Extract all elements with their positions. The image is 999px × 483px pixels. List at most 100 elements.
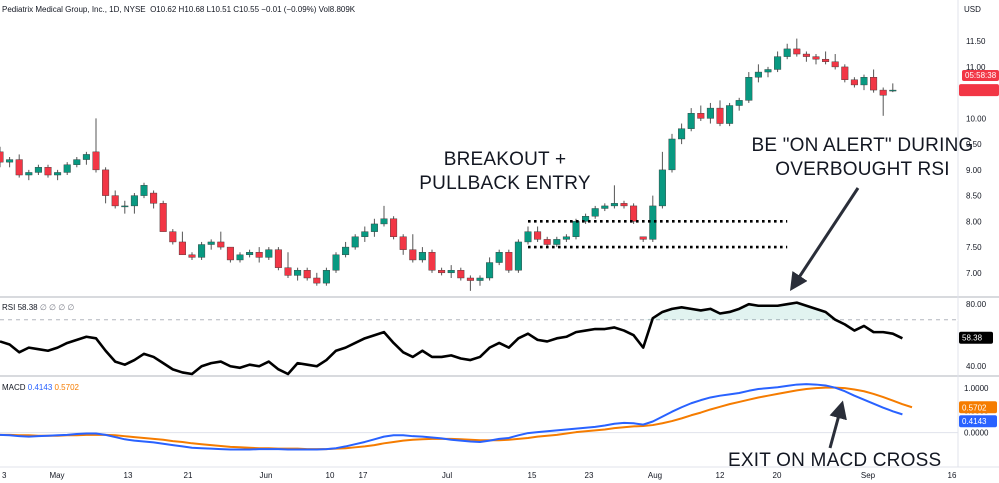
candle-body [303, 270, 311, 279]
candle-body [6, 159, 14, 163]
time-tick-label: Jun [260, 471, 273, 480]
candle-body [44, 167, 52, 176]
time-tick-label: 16 [948, 471, 957, 480]
breakout-annotation-line2: PULLBACK ENTRY [419, 173, 591, 194]
breakout-annotation: BREAKOUT + PULLBACK ENTRY [410, 148, 600, 196]
price-tick-label: 11.50 [966, 37, 986, 46]
rsi-value-tag-bg [959, 331, 993, 344]
candle-body [351, 236, 359, 248]
rsi-legend[interactable]: RSI 58.38 ∅ ∅ ∅ ∅ [2, 303, 74, 312]
candle-body [322, 270, 330, 284]
candle-body [361, 231, 369, 237]
price-tick-label: 7.50 [966, 243, 982, 252]
macd-signal-tag-bg [959, 401, 997, 414]
candle-body [678, 128, 686, 140]
candle-body [486, 262, 494, 279]
candle-body [198, 244, 206, 258]
candle-body [15, 159, 23, 176]
time-tick-label: 12 [716, 471, 725, 480]
time-tick-label: Aug [648, 471, 662, 480]
time-tick-label: 10 [326, 471, 335, 480]
rsi-line [0, 301, 903, 376]
time-tick-label: 15 [528, 471, 537, 480]
breakout-annotation-line1: BREAKOUT + [443, 149, 567, 170]
time-tick-label: 23 [585, 471, 594, 480]
candle-body [562, 236, 570, 240]
candle-body [822, 58, 830, 62]
candle-body [870, 77, 878, 91]
alert-annotation-line1: BE "ON ALERT" DURING [751, 135, 974, 156]
price-tick-label: 9.50 [966, 140, 982, 149]
candle-body [716, 107, 724, 124]
candle-body [409, 249, 417, 261]
candle-body [706, 107, 714, 119]
candle-body [620, 203, 628, 207]
time-tick-label: Sep [861, 471, 876, 480]
candle-body [466, 277, 474, 281]
candle-body [332, 254, 340, 271]
candle-body [687, 113, 695, 129]
candle-body [764, 69, 772, 73]
candle-body [73, 159, 81, 165]
rsi-overbought-band [0, 319, 958, 321]
macd-signal-line [0, 386, 913, 451]
rsi-overbought-fill [0, 302, 903, 320]
rsi-legend-name: RSI [2, 303, 16, 312]
candle-body [54, 172, 62, 176]
candle-body [601, 205, 609, 209]
candle-body [255, 252, 263, 258]
macd-legend-macd-value: 0.4143 [27, 383, 53, 392]
candle-body [150, 192, 158, 204]
candle-body [34, 167, 42, 173]
candle-body [294, 270, 302, 276]
candle-body [226, 246, 234, 261]
candle-body [783, 48, 791, 57]
candle-body [505, 252, 513, 271]
exit-annotation: EXIT ON MACD CROSS [728, 450, 942, 471]
candle-body [370, 223, 378, 232]
time-tick-label: 20 [773, 471, 782, 480]
price-tick-label: 10.00 [966, 114, 987, 123]
rsi-value-tag: 58.38 [962, 334, 983, 343]
candle-body [438, 270, 446, 274]
candle-body [380, 218, 388, 225]
candle-body [572, 221, 580, 237]
rsi-tick-label: 40.00 [966, 362, 987, 371]
candle-body [188, 254, 196, 258]
price-tick-label: 9.00 [966, 166, 982, 175]
candle-body [812, 56, 820, 60]
candle-body [524, 231, 532, 243]
candle-body [121, 205, 129, 208]
chart-header: Pediatrix Medical Group, Inc., 1D, NYSE … [2, 5, 355, 14]
candle-body [745, 77, 753, 101]
macd-value-tag: 0.4143 [962, 417, 987, 426]
candle-body [265, 249, 273, 258]
candle-body [102, 169, 110, 196]
candle-body [591, 208, 599, 217]
candle-body [111, 195, 119, 207]
candle-body [697, 113, 705, 119]
alert-annotation: BE "ON ALERT" DURING OVERBOUGHT RSI [745, 134, 980, 182]
candle-body [889, 89, 897, 92]
candle-body [92, 151, 100, 171]
rsi-legend-extra: ∅ ∅ ∅ ∅ [39, 303, 75, 312]
symbol-title[interactable]: Pediatrix Medical Group, Inc., 1D, NYSE [2, 5, 146, 14]
alert-arrow [790, 187, 860, 292]
price-tick-label: 11.00 [966, 63, 986, 72]
price-tick-label: 7.00 [966, 269, 982, 278]
ohlc-readout: O10.62 H10.68 L10.51 C10.55 −0.01 (−0.09… [150, 5, 356, 14]
candle-body [82, 154, 90, 160]
time-tick-label: 13 [124, 471, 133, 480]
macd-value-tag-bg [959, 415, 997, 428]
macd-legend[interactable]: MACD 0.4143 0.5702 [2, 383, 79, 392]
time-tick-label: 17 [359, 471, 368, 480]
candle-body [553, 239, 561, 245]
candle-body [130, 195, 138, 207]
candle-body [428, 252, 436, 271]
price-tick-label: 8.00 [966, 217, 982, 226]
macd-signal-tag: 0.5702 [962, 403, 987, 412]
currency-label[interactable]: USD [964, 5, 981, 14]
candle-body [284, 267, 292, 276]
candle-body [879, 89, 887, 96]
